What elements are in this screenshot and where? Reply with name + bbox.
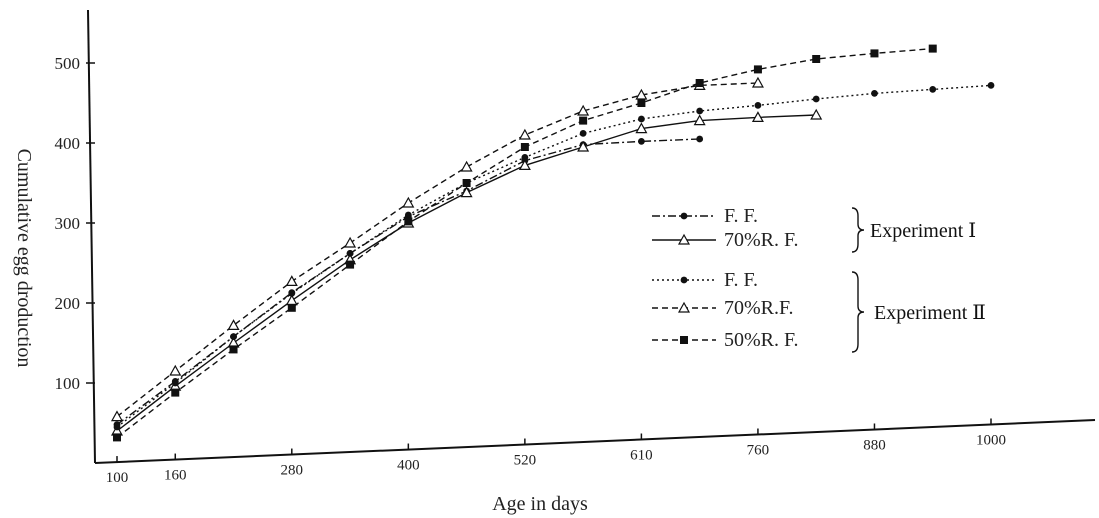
data-point [171,388,180,397]
data-point [229,345,238,354]
x-tick-label: 100 [106,470,129,486]
x-tick-label: 400 [397,458,420,474]
data-point [637,99,646,107]
data-point [460,186,473,198]
data-point [230,333,237,340]
data-point [753,65,762,74]
x-axis [94,419,1096,464]
data-point [113,423,121,431]
group-label: Experiment Ⅱ [874,302,986,324]
series-1 [110,108,823,436]
x-tick-label: 1000 [976,432,1006,448]
group-label: Experiment Ⅰ [870,220,976,242]
series-4 [113,44,937,442]
data-point [577,140,590,152]
series-0 [113,135,704,428]
data-point [521,154,529,161]
legend: F. F.70%R. F.F. F.70%R.F.50%R. F.Experim… [652,205,986,353]
data-point [810,108,823,120]
data-point [404,217,413,226]
legend-marker [677,301,691,313]
data-point [520,143,529,151]
data-point [518,128,531,140]
data-point [754,102,762,109]
legend-label: 70%R. F. [724,229,799,251]
data-point [577,104,590,116]
x-tick-label: 760 [747,442,770,458]
data-point [987,82,995,89]
data-point [518,159,531,170]
y-tick-label: 100 [55,374,81,393]
y-tick-label: 400 [55,134,81,153]
legend-marker [680,276,688,284]
data-point [751,111,764,123]
y-tick-label: 300 [55,214,81,233]
group-brace [851,271,865,353]
x-tick-label: 610 [630,448,653,464]
data-point [579,116,588,125]
data-point [693,114,706,126]
data-point [227,319,240,330]
group-brace [851,207,865,253]
data-point [696,135,704,143]
series-2 [113,82,995,431]
data-point [346,260,355,269]
data-point [579,130,587,137]
data-point [695,79,704,87]
legend-marker [677,233,691,245]
data-point [696,107,704,115]
data-point [460,160,473,172]
data-point [751,76,764,88]
y-axis [87,9,96,464]
legend-label: F. F. [724,269,758,291]
data-point [110,410,124,422]
data-point [929,86,937,93]
data-point [346,250,354,257]
series-line [116,138,700,426]
y-tick-label: 500 [55,54,81,73]
data-point [638,138,645,145]
data-point [462,179,471,187]
ticks: 100 200 300 400 500 100 160 280 400 520 610 760 880 1… [55,54,1007,486]
data-point [288,290,296,297]
series-line [116,82,758,418]
legend-label: F. F. [724,205,758,227]
legend-marker [680,336,688,344]
data-point [635,122,648,134]
data-point [812,55,821,63]
series-3 [110,76,764,422]
legend-label: 50%R. F. [724,329,799,351]
data-point [404,211,412,219]
data-point [928,44,937,53]
series-line [116,84,992,428]
x-tick-label: 160 [164,468,187,484]
data-point [285,275,298,286]
data-point [113,433,121,442]
x-tick-label: 520 [514,453,537,469]
data-point [287,303,296,312]
y-axis-title: Cumulative egg droduction [13,149,35,368]
data-point [402,196,415,208]
data-point [169,364,182,376]
legend-label: 70%R.F. [724,297,794,319]
axes [87,9,1096,464]
data-point [638,115,645,123]
data-point [344,236,357,248]
x-tick-label: 880 [863,437,886,453]
x-axis-title: Age in days [492,493,588,515]
series-layer [110,44,995,442]
data-point [870,49,879,58]
x-tick-label: 280 [281,463,304,479]
y-tick-label: 200 [55,294,81,313]
data-point [171,379,179,387]
data-point [812,95,820,103]
data-point [285,294,298,306]
data-point [871,90,878,97]
series-line [116,47,933,438]
legend-marker [680,212,688,220]
